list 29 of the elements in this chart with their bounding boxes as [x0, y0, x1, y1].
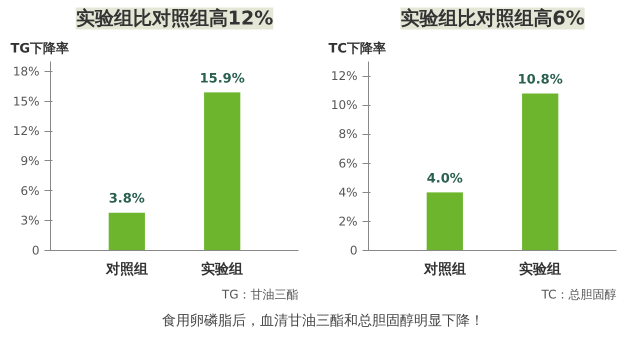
- y-tick-label: 12%: [330, 69, 358, 84]
- y-tick-label: 3%: [20, 214, 40, 228]
- x-tick-label: 对照组: [422, 262, 466, 278]
- y-tick-label: 0: [350, 244, 358, 258]
- y-axis-title: TC下降率: [328, 40, 386, 56]
- y-tick-label: 2%: [338, 214, 358, 228]
- y-tick-label: 10%: [330, 98, 358, 112]
- y-tick-label: 6%: [338, 156, 358, 170]
- y-tick-label: 4%: [338, 185, 358, 200]
- chart-title: 实验组比对照组高12%: [76, 8, 274, 30]
- x-tick-label: 对照组: [104, 262, 148, 278]
- y-axis-title: TG下降率: [10, 40, 70, 56]
- y-tick-label: 0: [32, 244, 40, 258]
- y-tick-label: 9%: [20, 154, 40, 168]
- y-tick-label: 6%: [20, 184, 40, 198]
- y-tick-label: 12%: [12, 124, 40, 138]
- chart-title: 实验组比对照组高6%: [400, 8, 585, 30]
- x-tick-label: 实验组: [519, 260, 562, 278]
- y-tick-label: 8%: [338, 127, 358, 142]
- text: TG：甘油三酯: [220, 288, 299, 302]
- text: 食用卵磷脂后，血清甘油三酯和总胆固醇明显下降！: [161, 312, 485, 331]
- data-label: 4.0%: [426, 171, 463, 186]
- data-label: 15.9%: [200, 71, 245, 86]
- y-tick-label: 18%: [12, 64, 40, 78]
- data-label: 3.8%: [108, 192, 145, 207]
- x-tick-label: 实验组: [201, 260, 244, 278]
- y-tick-label: 15%: [12, 94, 40, 108]
- data-label: 10.8%: [518, 72, 563, 88]
- text: TC：总胆固醇: [540, 288, 617, 302]
